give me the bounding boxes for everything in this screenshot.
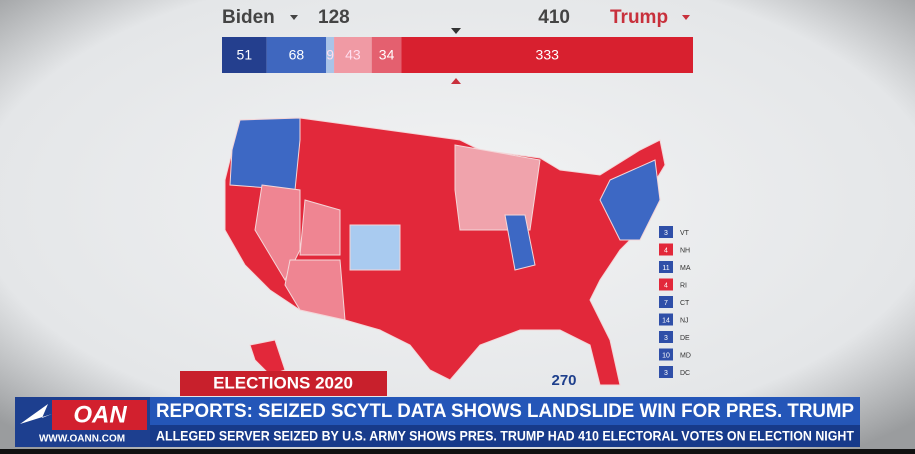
legend-votes: 3 (664, 335, 668, 342)
legend-votes: 3 (664, 230, 668, 237)
logo: OAN (73, 401, 127, 428)
left-candidate: Biden (222, 7, 275, 28)
threshold-label: 270 (551, 372, 576, 389)
threshold-marker (451, 28, 461, 34)
legend-state: CT (680, 300, 690, 307)
segment-label: 9 (326, 47, 334, 63)
bar-segment (222, 37, 267, 73)
legend-state: NJ (680, 317, 689, 324)
threshold-marker (451, 78, 461, 84)
legend-swatch (659, 366, 673, 378)
right-total: 410 (538, 7, 570, 28)
tag-box (180, 371, 387, 396)
logo-bg (52, 400, 147, 430)
legend-swatch (659, 313, 673, 326)
legend-state: RI (680, 282, 687, 289)
legend-swatch (659, 226, 673, 238)
legend-votes: 11 (662, 265, 669, 272)
legend-state: VT (680, 230, 690, 237)
vote-bar: 51 68 9 43 34 333 (222, 37, 693, 73)
segment-label: 43 (345, 47, 361, 63)
dropdown-arrow (290, 15, 298, 20)
dropdown-arrow (682, 15, 690, 20)
legend-state: MD (680, 352, 691, 359)
legend-swatch (659, 243, 673, 256)
legend-state: DE (680, 335, 690, 342)
legend-state: NH (680, 247, 690, 254)
legend-swatch (659, 261, 673, 273)
bar-segment (371, 37, 402, 73)
legend: 3 VT 4 NH 11 MA 4 RI 7 CT 14 NJ 3 DE 10 MD 3 DC (659, 226, 691, 378)
legend-swatch (659, 331, 673, 343)
legend-votes: 10 (662, 352, 670, 359)
legend-votes: 4 (664, 247, 668, 254)
segment-label: 34 (379, 47, 395, 63)
left-total: 128 (318, 7, 350, 28)
bar-segment (326, 37, 335, 73)
headline-box (150, 397, 860, 425)
segment-label: 68 (289, 47, 305, 63)
legend-votes: 4 (664, 282, 668, 289)
headline: REPORTS: SEIZED SCYTL DATA SHOWS LANDSLI… (156, 401, 854, 422)
us-map (224, 117, 666, 386)
legend-swatch (659, 278, 673, 291)
bar-segment (401, 37, 693, 73)
legend-votes: 7 (664, 300, 668, 307)
right-candidate: Trump (610, 7, 668, 28)
legend-votes: 3 (664, 370, 668, 377)
legend-state: MA (680, 265, 691, 272)
legend-state: DC (680, 370, 690, 377)
subline-box (150, 425, 860, 447)
segment-label: 333 (536, 47, 560, 63)
legend-swatch (659, 348, 673, 361)
bar-segment (334, 37, 372, 73)
legend-votes: 14 (662, 317, 670, 324)
url: WWW.OANN.COM (39, 434, 125, 445)
segment-label: 51 (237, 47, 253, 63)
subline: ALLEGED SERVER SEIZED BY U.S. ARMY SHOWS… (156, 428, 854, 444)
legend-swatch (659, 296, 673, 308)
eagle-icon (20, 404, 52, 424)
tag: ELECTIONS 2020 (213, 373, 353, 392)
bar-segment (266, 37, 327, 73)
